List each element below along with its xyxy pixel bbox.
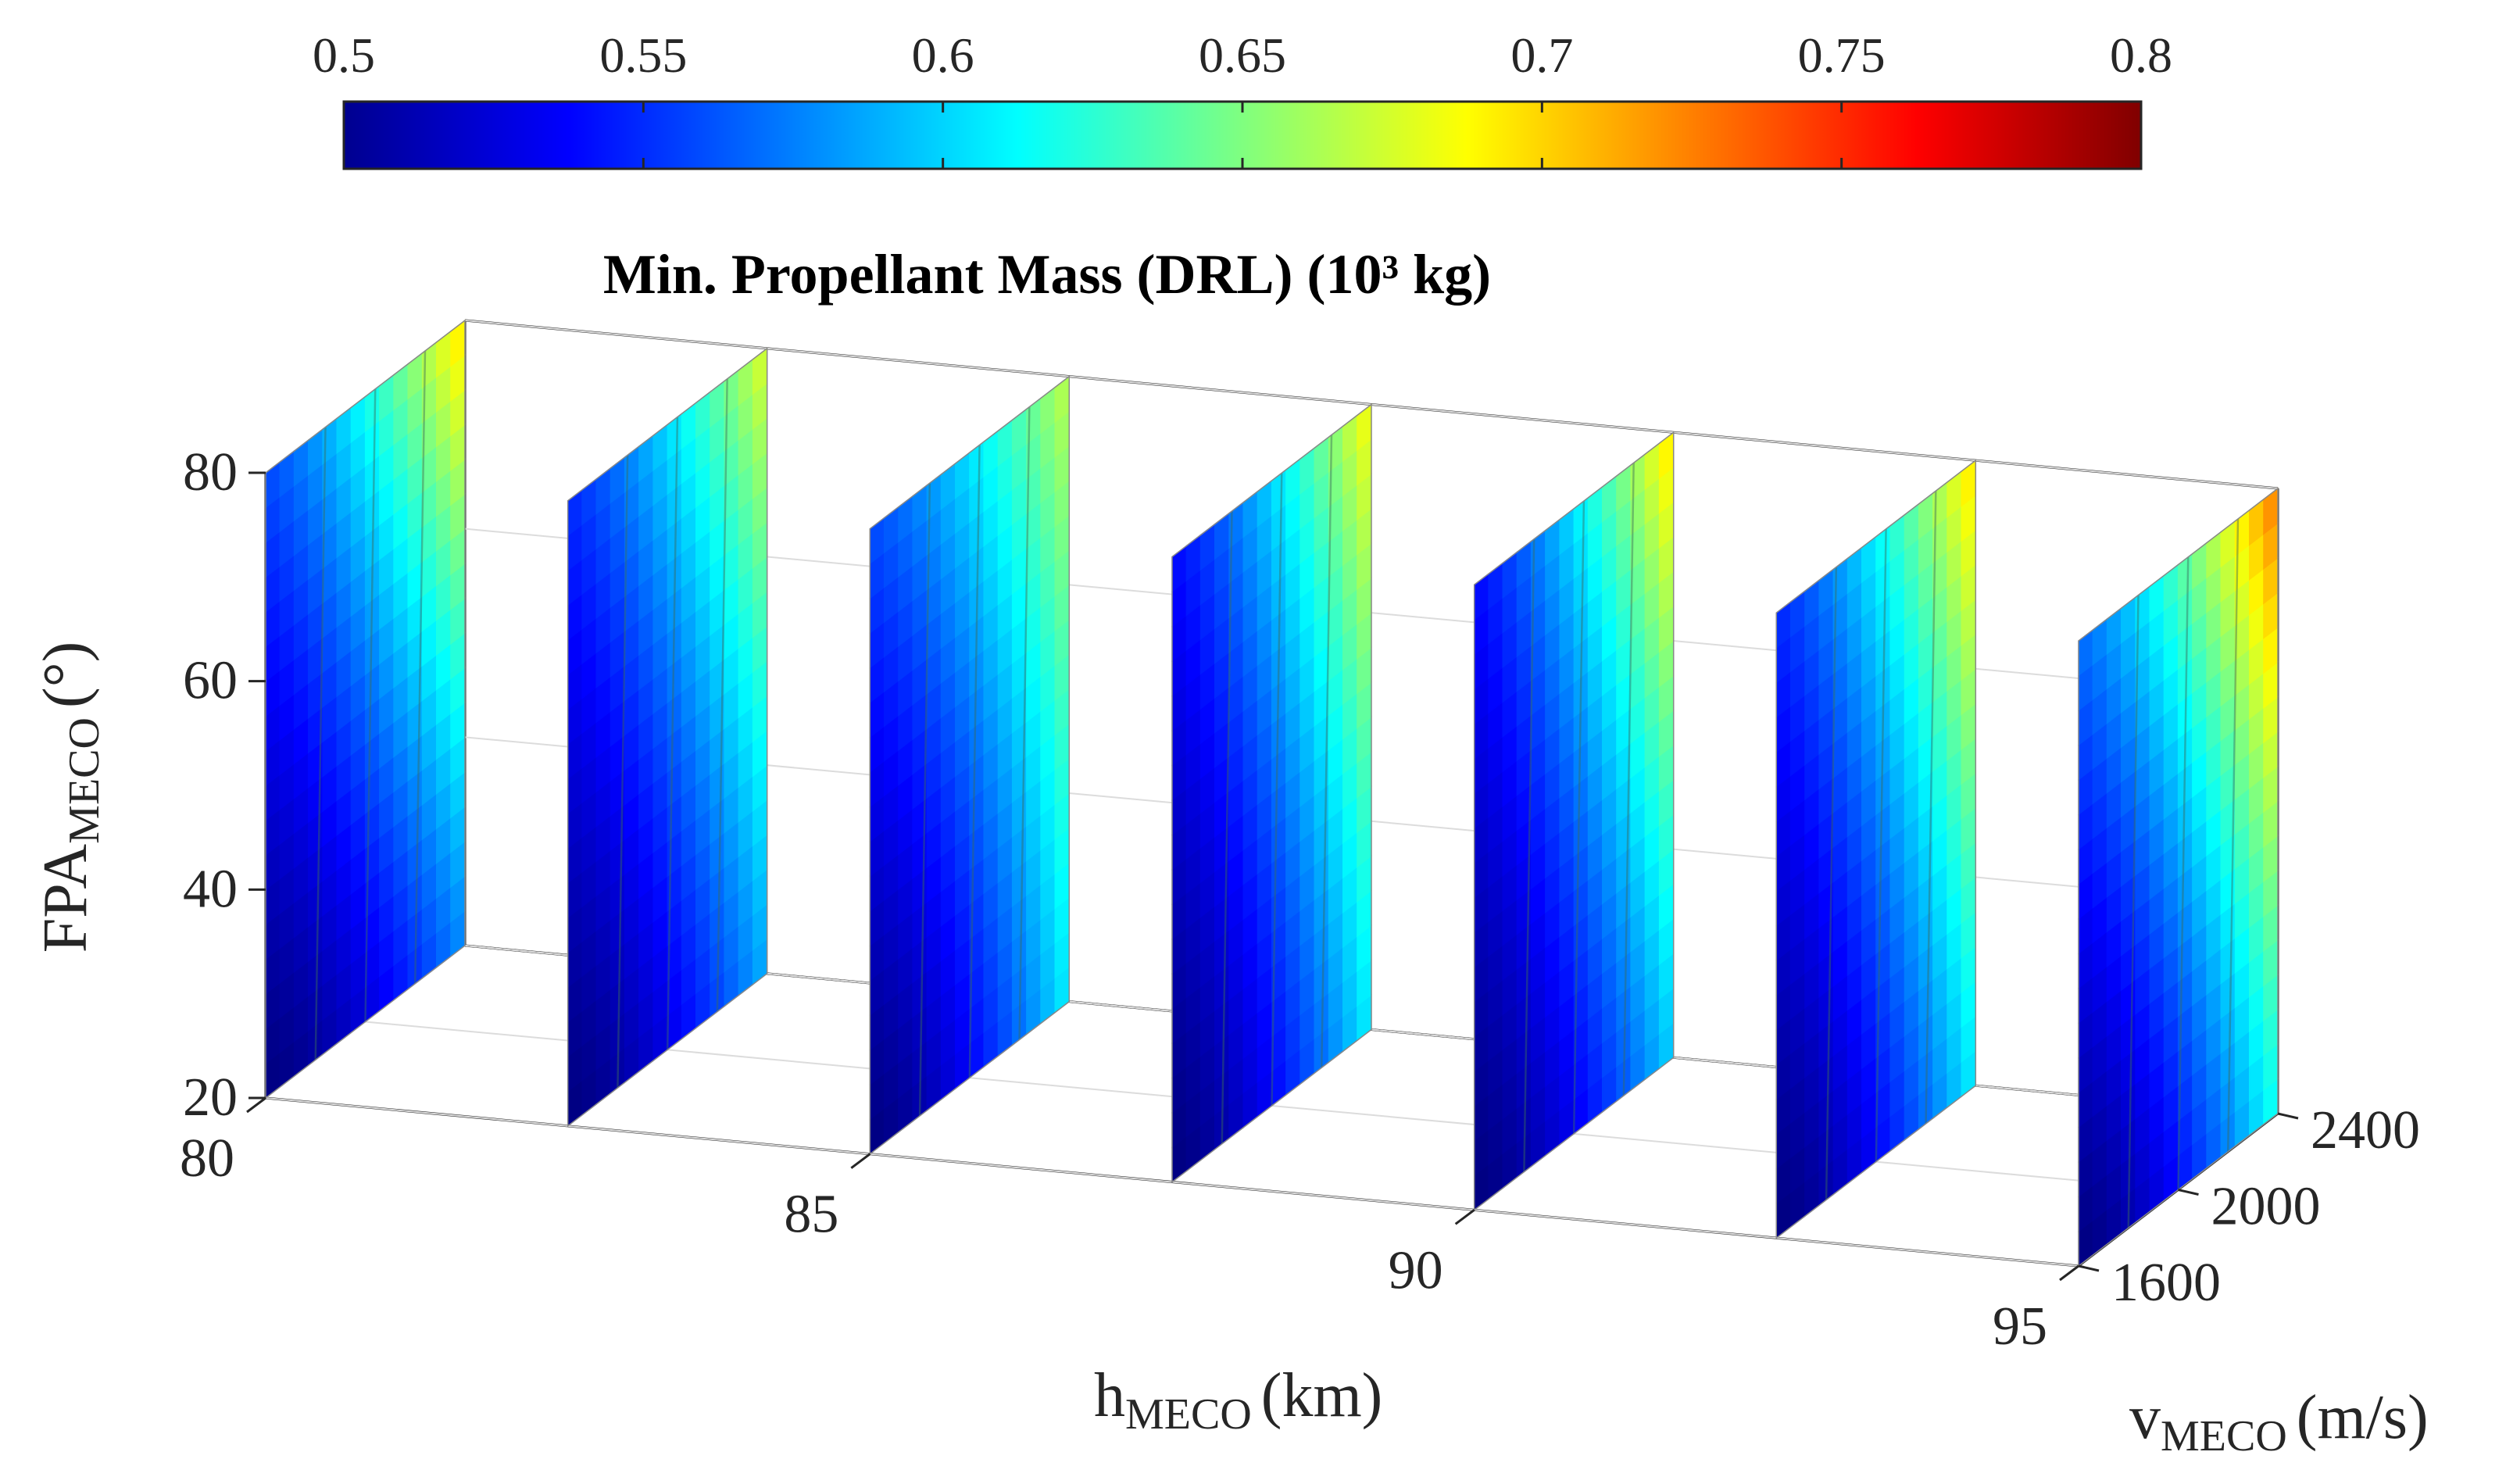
contour-line bbox=[716, 378, 728, 1012]
x-tick-mark bbox=[1454, 1209, 1475, 1225]
contour-line bbox=[1875, 528, 1887, 1162]
x-tick-mark bbox=[850, 1153, 871, 1169]
contour-line bbox=[617, 455, 629, 1089]
x-tick-label: 90 bbox=[1389, 1240, 1443, 1300]
contour-line bbox=[918, 483, 931, 1116]
contour-line bbox=[1321, 434, 1333, 1068]
z-axis-label-main: FPA bbox=[31, 844, 100, 953]
x-axis-ticks: 80 85 90 95 bbox=[180, 1096, 2079, 1357]
y-tick-mark bbox=[2277, 1112, 2299, 1120]
slices bbox=[265, 319, 2279, 1268]
x-axis-label: hMECO (km) bbox=[1094, 1361, 1382, 1439]
slice-h-82.5 bbox=[567, 347, 768, 1128]
contour-line bbox=[2127, 595, 2140, 1228]
colorbar-tick-label: 0.55 bbox=[599, 27, 687, 83]
x-tick-label: 85 bbox=[784, 1185, 838, 1245]
z-axis-label-unit: (°) bbox=[31, 642, 100, 708]
contour-line bbox=[968, 445, 981, 1078]
y-axis-label-main: v bbox=[2129, 1383, 2161, 1452]
x-axis-label-unit: (km) bbox=[1261, 1361, 1383, 1430]
slice-outline bbox=[1775, 459, 1977, 1239]
x-axis-label-main: h bbox=[1094, 1361, 1125, 1430]
slice-outline bbox=[1171, 402, 1372, 1184]
colorbar-tick-label: 0.6 bbox=[912, 27, 974, 83]
x-tick-mark bbox=[2059, 1264, 2079, 1282]
slice-h-85 bbox=[869, 375, 1071, 1156]
y-axis-label-unit: (m/s) bbox=[2297, 1383, 2429, 1452]
slice-h-80 bbox=[265, 319, 466, 1100]
colorbar-tick-label: 0.5 bbox=[313, 27, 375, 83]
z-tick-label: 20 bbox=[183, 1067, 238, 1128]
z-axis-label-sub: MECO bbox=[60, 717, 109, 844]
chart-title: Min. Propellant Mass (DRL) (10³ kg) bbox=[603, 243, 1491, 306]
colorbar-gradient bbox=[342, 100, 2143, 170]
y-tick-label: 1600 bbox=[2111, 1253, 2221, 1313]
x-tick-label: 80 bbox=[180, 1128, 234, 1189]
slice-outline bbox=[2078, 487, 2279, 1268]
slice-h-90 bbox=[1473, 431, 1675, 1211]
slice-outline bbox=[869, 375, 1071, 1156]
colorbar-tick-label: 0.7 bbox=[1510, 27, 1573, 83]
contour-line bbox=[314, 427, 327, 1060]
contour-line bbox=[2227, 518, 2240, 1152]
contour-line bbox=[2177, 556, 2190, 1190]
colorbar-tick-label: 0.65 bbox=[1199, 27, 1286, 83]
contour-line bbox=[1221, 510, 1233, 1144]
y-axis-ticks: 1600 2000 2400 bbox=[2078, 1100, 2420, 1313]
z-tick-label: 40 bbox=[183, 859, 238, 919]
contour-line bbox=[1825, 567, 1838, 1200]
contour-line bbox=[1271, 473, 1283, 1107]
x-axis-label-sub: MECO bbox=[1125, 1390, 1252, 1439]
y-axis-label: vMECO (m/s) bbox=[2129, 1383, 2429, 1461]
contour-line bbox=[414, 350, 427, 984]
colorbar: 0.5 0.55 0.6 0.65 0.7 0.75 0.8 bbox=[313, 27, 2172, 170]
y-tick-mark bbox=[2178, 1189, 2199, 1196]
contour-line bbox=[1018, 406, 1031, 1040]
z-axis-ticks: 20 40 60 80 bbox=[183, 442, 266, 1128]
x-tick-label: 95 bbox=[1993, 1296, 2047, 1357]
y-axis-label-sub: MECO bbox=[2161, 1412, 2287, 1461]
colorbar-tick-label: 0.75 bbox=[1798, 27, 1886, 83]
colorbar-tick-label: 0.8 bbox=[2110, 27, 2172, 83]
contour-line bbox=[364, 388, 377, 1022]
y-tick-label: 2000 bbox=[2211, 1177, 2321, 1237]
slice-h-87.5 bbox=[1171, 402, 1372, 1184]
contour-line bbox=[1925, 491, 1937, 1124]
x-tick-mark bbox=[246, 1096, 266, 1114]
contour-line bbox=[666, 417, 679, 1050]
slice-h-95 bbox=[2078, 487, 2279, 1268]
y-tick-mark bbox=[2078, 1264, 2100, 1272]
slice-outline bbox=[567, 347, 768, 1128]
slice-outline bbox=[1473, 431, 1675, 1211]
z-tick-label: 80 bbox=[183, 442, 238, 502]
contour-line bbox=[1572, 501, 1585, 1134]
slice-h-92.5 bbox=[1775, 459, 1977, 1239]
y-tick-label: 2400 bbox=[2311, 1100, 2420, 1160]
contour-line bbox=[1622, 463, 1635, 1096]
contour-line bbox=[1523, 538, 1535, 1172]
colorbar-ticks: 0.5 0.55 0.6 0.65 0.7 0.75 0.8 bbox=[313, 27, 2172, 169]
z-tick-label: 60 bbox=[183, 651, 238, 711]
z-axis-label: FPAMECO (°) bbox=[31, 642, 109, 953]
